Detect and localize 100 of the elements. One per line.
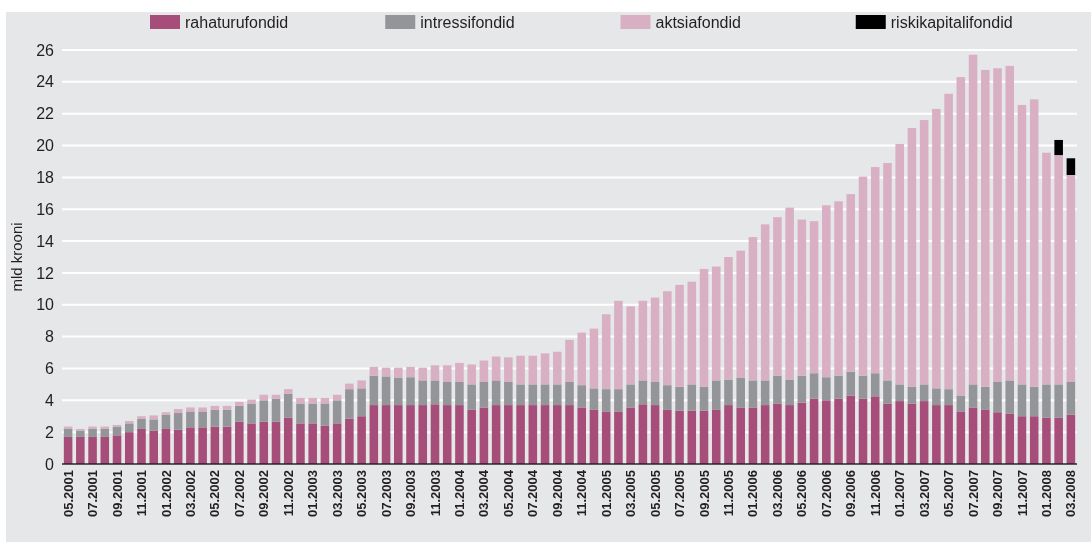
bar <box>870 373 880 397</box>
bar <box>198 411 207 428</box>
x-tick-label: 01.2006 <box>745 470 761 517</box>
bar <box>259 421 269 464</box>
y-axis-title: mld krooni <box>8 222 25 292</box>
bar <box>711 266 721 381</box>
x-tick-label: 11.2007 <box>1014 470 1030 517</box>
bar <box>589 328 599 389</box>
bar <box>870 396 880 464</box>
x-tick-label: 11.2005 <box>721 470 737 517</box>
bar <box>944 93 953 390</box>
bar <box>173 409 183 414</box>
x-tick-label: 07.2005 <box>672 470 688 517</box>
x-tick-label: 07.2001 <box>85 470 101 517</box>
bar <box>846 194 856 372</box>
bar <box>577 332 587 386</box>
bar <box>88 428 97 437</box>
bar <box>308 403 317 424</box>
bar <box>124 421 134 424</box>
bar <box>675 386 684 411</box>
bar <box>981 386 990 410</box>
bar <box>100 428 110 437</box>
bar <box>809 373 819 399</box>
y-tick-label: 22 <box>36 105 55 123</box>
bar <box>455 382 464 406</box>
x-tick-label: 03.2002 <box>182 470 198 517</box>
bar <box>809 398 819 464</box>
x-tick-label: 09.2005 <box>696 470 712 517</box>
bar <box>773 375 782 404</box>
x-tick-label: 05.2003 <box>354 470 370 517</box>
bar <box>332 423 342 464</box>
bar <box>369 375 379 406</box>
bar <box>601 389 611 412</box>
bar <box>565 405 574 464</box>
y-tick-label: 20 <box>36 137 55 155</box>
x-tick-label: 05.2001 <box>60 470 76 517</box>
x-tick-label: 03.2007 <box>916 470 932 517</box>
bar <box>956 77 966 396</box>
bar <box>283 389 293 394</box>
bar <box>650 405 660 464</box>
bar <box>760 380 770 406</box>
bar <box>993 68 1002 382</box>
x-tick-label: 03.2005 <box>623 470 639 517</box>
bar <box>699 410 709 464</box>
bar <box>467 364 476 385</box>
bar <box>846 371 856 396</box>
x-tick-label: 01.2005 <box>598 470 614 517</box>
bar <box>748 237 758 381</box>
x-tick-label: 01.2004 <box>451 469 467 517</box>
bar <box>626 407 635 464</box>
bar <box>491 356 501 381</box>
y-tick-label: 4 <box>45 391 55 409</box>
bar <box>149 419 158 431</box>
bar <box>222 426 232 464</box>
bar <box>858 375 868 399</box>
bar <box>1029 386 1039 417</box>
bar <box>907 386 917 404</box>
x-tick-label: 09.2006 <box>843 470 859 517</box>
bar <box>626 306 635 385</box>
bar <box>357 380 366 389</box>
bar <box>699 268 709 387</box>
bar <box>198 407 207 412</box>
x-tick-label: 01.2007 <box>892 470 908 517</box>
bar <box>907 403 917 464</box>
bar <box>663 385 672 410</box>
bar <box>137 428 146 464</box>
bar <box>161 414 171 429</box>
bar <box>687 410 697 464</box>
bar <box>173 413 183 430</box>
bar <box>748 380 758 408</box>
bar <box>442 365 452 382</box>
bar <box>1054 139 1063 156</box>
bar <box>540 353 550 385</box>
bar <box>100 436 110 464</box>
bar <box>296 397 305 404</box>
bar <box>283 417 293 464</box>
bar <box>773 403 782 464</box>
bar <box>1017 416 1027 464</box>
bar <box>981 69 990 387</box>
bar <box>504 357 513 382</box>
bar <box>63 428 73 437</box>
bar <box>406 377 415 406</box>
bar <box>601 411 611 464</box>
bar <box>675 410 684 464</box>
bar <box>271 398 281 422</box>
y-tick-label: 18 <box>36 168 55 186</box>
bar <box>760 224 770 381</box>
bar <box>345 383 354 390</box>
bar <box>932 108 941 389</box>
bar <box>785 405 794 464</box>
bar <box>638 404 648 464</box>
bar <box>883 403 892 464</box>
bar <box>259 400 269 422</box>
bar <box>968 384 978 408</box>
bar <box>381 376 391 406</box>
bar <box>932 405 941 464</box>
bar <box>271 394 281 399</box>
bar <box>565 382 574 406</box>
bar <box>516 405 525 464</box>
bar <box>210 426 220 464</box>
